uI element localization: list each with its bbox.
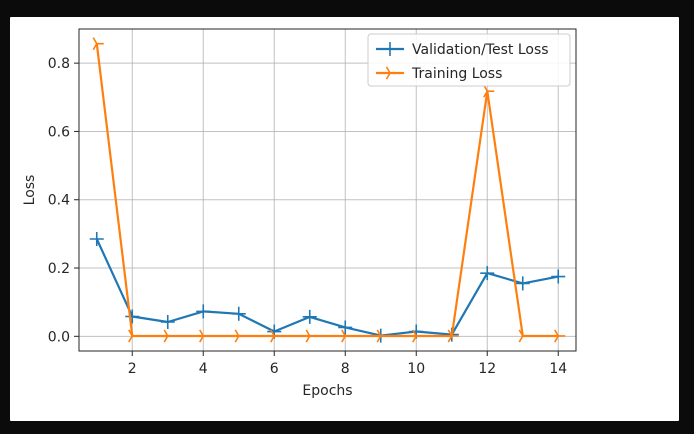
x-tick-label: 12 xyxy=(478,361,496,377)
ticks: 2 4 6 8 10 12 14 0.0 0.2 0.4 0.6 0.8 xyxy=(48,56,568,377)
legend-label-0: Validation/Test Loss xyxy=(412,42,549,58)
x-tick-label: 4 xyxy=(199,361,208,377)
series-point-0 xyxy=(302,309,317,324)
series-point-0 xyxy=(196,304,211,319)
series-point-1 xyxy=(305,329,317,343)
series-point-0 xyxy=(480,266,495,281)
chart-figure: 2 4 6 8 10 12 14 0.0 0.2 0.4 0.6 0.8 Epochs Loss Va… xyxy=(10,17,679,421)
legend-label-1: Training Loss xyxy=(411,66,502,82)
series-line-1 xyxy=(95,43,559,338)
series-point-1 xyxy=(128,329,140,343)
y-tick-label: 0.2 xyxy=(48,261,70,277)
series-point-0 xyxy=(338,320,353,335)
y-tick-label: 0.4 xyxy=(48,193,70,209)
y-tick-label: 0.6 xyxy=(48,124,70,140)
series-point-0 xyxy=(231,306,246,321)
series-point-1 xyxy=(163,329,175,343)
series-point-0 xyxy=(160,314,175,329)
series-point-1 xyxy=(92,37,104,51)
legend-marker-0 xyxy=(383,42,397,56)
x-tick-label: 14 xyxy=(549,361,567,377)
plot-frame xyxy=(78,28,577,352)
x-axis-label: Epochs xyxy=(302,383,352,399)
series-point-1 xyxy=(447,329,459,343)
series-point-0 xyxy=(125,309,140,324)
y-tick-label: 0.8 xyxy=(48,56,70,72)
loss-chart: 2 4 6 8 10 12 14 0.0 0.2 0.4 0.6 0.8 Epochs Loss Va… xyxy=(22,28,577,399)
series-point-1 xyxy=(341,329,353,343)
series-point-1 xyxy=(376,329,388,343)
series-point-1 xyxy=(518,329,530,343)
x-tick-label: 2 xyxy=(128,361,137,377)
series-point-1 xyxy=(554,329,566,343)
x-tick-label: 10 xyxy=(407,361,425,377)
series-point-1 xyxy=(199,329,211,343)
legend-marker-1 xyxy=(385,66,397,80)
series-point-0 xyxy=(551,269,566,284)
series-point-1 xyxy=(412,329,424,343)
series-layer xyxy=(89,37,566,343)
series-point-1 xyxy=(234,329,246,343)
series-line-0 xyxy=(95,238,559,337)
series-point-1 xyxy=(270,329,282,343)
legend: Validation/Test Loss Training Loss xyxy=(367,33,571,87)
series-point-0 xyxy=(89,232,104,246)
x-tick-label: 8 xyxy=(341,361,350,377)
y-tick-label: 0.0 xyxy=(48,329,70,345)
x-tick-label: 6 xyxy=(270,361,279,377)
y-axis-label: Loss xyxy=(22,175,38,206)
series-point-0 xyxy=(515,276,530,291)
legend-box xyxy=(367,33,571,87)
